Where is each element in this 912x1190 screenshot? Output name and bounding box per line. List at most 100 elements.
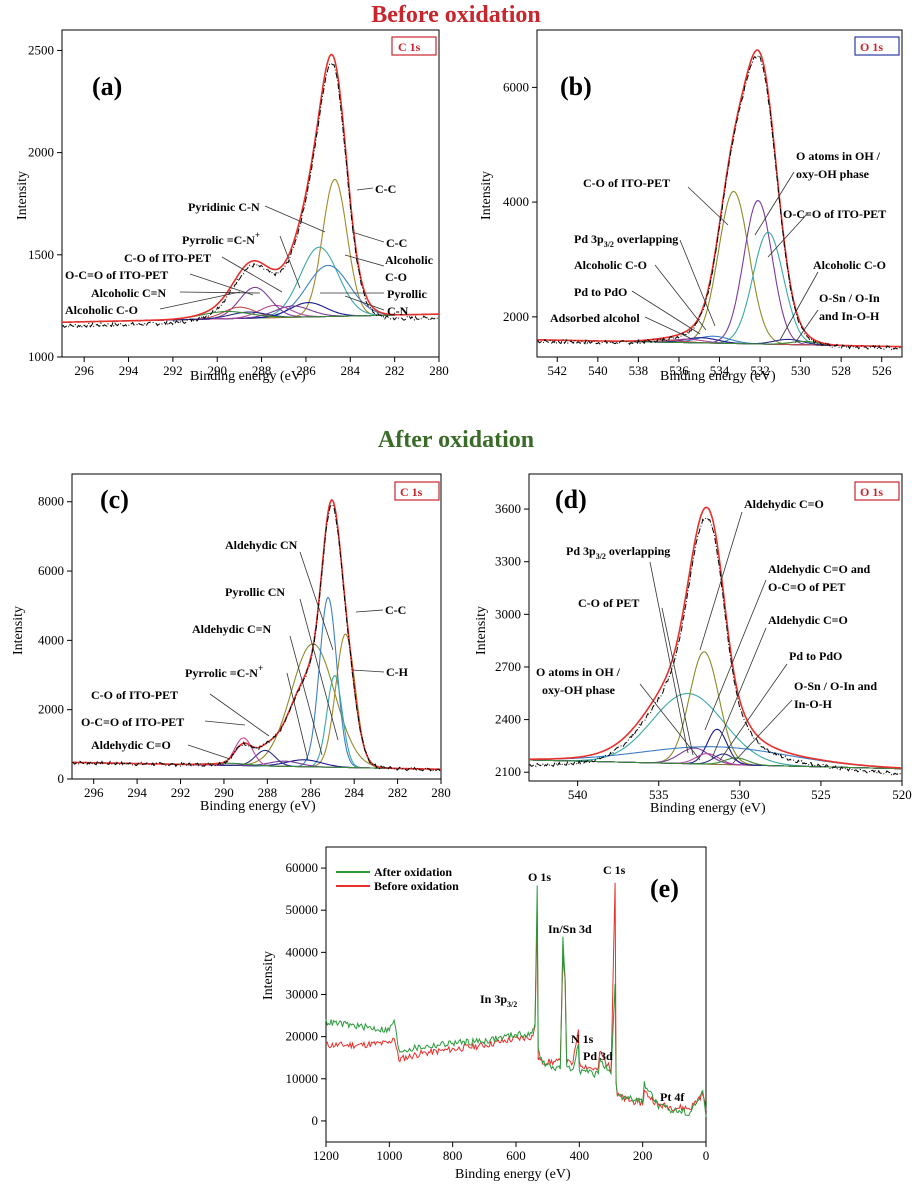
panel-e-xtick-label: 200 <box>633 1148 653 1163</box>
panel-d-xtick-label: 540 <box>568 787 588 802</box>
panel-d-components <box>528 651 903 770</box>
panel-d-envelope <box>528 506 903 776</box>
panel-a-label-co-itopet: C-O of ITO-PET <box>124 251 211 265</box>
panel-a-label-pyrollic: Pyrollic <box>387 287 427 301</box>
panel-d-ytick-label: 3600 <box>495 501 521 516</box>
panel-b-xtick-label: 528 <box>831 363 851 378</box>
panel-b-label-adsorbed: Adsorbed alcohol <box>550 311 640 325</box>
panel-b-xtick-label: 532 <box>750 363 770 378</box>
panel-d-experimental <box>528 517 903 776</box>
panel-d-label-aldehydic-co-2: Aldehydic C=O <box>768 613 848 627</box>
panel-b-xtick-label: 530 <box>791 363 811 378</box>
panel-a-tag: C 1s <box>398 40 421 54</box>
panel-e-xtick-label: 400 <box>570 1148 590 1163</box>
panel-e-ytick-label: 10000 <box>286 1071 319 1086</box>
panel-e-xlabel: Binding energy (eV) <box>455 1167 571 1182</box>
panel-b-label-co-itopet: C-O of ITO-PET <box>583 176 670 190</box>
panel-b-envelope <box>536 49 903 351</box>
panel-a-xtick-label: 284 <box>341 363 361 378</box>
panel-a-tag-box <box>391 36 437 56</box>
panel-e-ytick-label: 60000 <box>286 860 319 875</box>
panel-d-ytick-label: 2400 <box>495 712 521 727</box>
panel-c-tag: C 1s <box>400 485 423 499</box>
panel-b-ticks: 542 540 538 536 534 532 530 528 526 2000 4000 6000 <box>503 79 892 378</box>
panel-a-label-oco-itopet: O-C=O of ITO-PET <box>65 268 168 282</box>
panel-a-xtick-label: 296 <box>74 363 94 378</box>
panel-a-label-pyridinic: Pyridinic C-N <box>188 200 260 214</box>
panel-e-ytick-label: 20000 <box>286 1029 319 1044</box>
panel-e-letter: (e) <box>650 874 679 903</box>
panel-a-label-co: C-O <box>385 270 407 284</box>
panel-e-ytick-label: 0 <box>312 1113 319 1128</box>
panel-c-xtick-label: 286 <box>301 785 321 800</box>
panel-a: 296 294 292 290 288 286 284 282 280 1000 1500 2000 2… <box>15 29 449 384</box>
panel-a-label-cn: C-N <box>387 304 409 318</box>
panel-d-pointers <box>639 511 793 764</box>
panel-e-label-pd3d: Pd 3d <box>583 1049 613 1063</box>
panel-c-xtick-label: 284 <box>344 785 364 800</box>
panel-a-label-alcoholic-co: Alcoholic C-O <box>65 303 138 317</box>
panel-e-xtick-label: 800 <box>443 1148 463 1163</box>
panel-b-label-pd-pdo: Pd to PdO <box>574 285 627 299</box>
panel-e-label-in3p: In 3p3/2 <box>480 992 517 1009</box>
panel-e-series-0 <box>325 885 707 1117</box>
panel-d-xtick-label: 520 <box>892 787 912 802</box>
panel-b-letter: (b) <box>560 72 592 101</box>
panel-e-xtick-label: 600 <box>506 1148 526 1163</box>
panel-c-label-oco-itopet: O-C=O of ITO-PET <box>81 715 184 729</box>
panel-e-xtick-label: 1000 <box>376 1148 402 1163</box>
panel-c-label-co-itopet: C-O of ITO-PET <box>91 688 178 702</box>
panel-d-frame <box>528 473 903 782</box>
panel-c-tag-box <box>394 481 440 501</box>
panel-a-label-cc: C-C <box>375 182 396 196</box>
panel-d-xtick-label: 535 <box>649 787 669 802</box>
panel-d-ytick-label: 3000 <box>495 606 521 621</box>
panel-d-label-co-pet: C-O of PET <box>578 596 639 610</box>
panel-b-label-osn-1: O-Sn / O-In <box>819 291 880 305</box>
panel-a-ytick-label: 1500 <box>28 247 54 262</box>
panel-b-label-osn-2: and In-O-H <box>819 309 880 323</box>
panel-b-label-oco-itopet: O-C=O of ITO-PET <box>783 207 886 221</box>
panel-c-ylabel: Intensity <box>11 606 26 655</box>
panel-a-label-alcoholic: Alcoholic <box>385 253 434 267</box>
panel-b-tag-box <box>854 36 900 56</box>
panel-b-xtick-label: 540 <box>588 363 608 378</box>
panel-c-label-aldehydic-c-n: Aldehydic C=N <box>192 622 272 636</box>
panel-c-component-6 <box>72 749 441 770</box>
panel-c-pointers <box>187 551 385 761</box>
panel-d-label-pd-pdo: Pd to PdO <box>789 649 842 663</box>
panel-b-tag: O 1s <box>860 40 883 54</box>
panel-a-fit-envelope <box>61 53 439 324</box>
panel-c-ticks: 296 294 292 290 288 286 284 282 280 0 2000 4000 6000… <box>38 494 451 800</box>
panel-e-xtick-label: 1200 <box>313 1148 339 1163</box>
panel-c-xlabel: Binding energy (eV) <box>200 799 316 814</box>
panel-e-ytick-label: 30000 <box>286 987 319 1002</box>
panel-c-xtick-label: 294 <box>127 785 147 800</box>
panel-d-label-oh-2: oxy-OH phase <box>542 683 616 697</box>
panel-d-ylabel: Intensity <box>474 606 489 655</box>
panel-c-label-pyrollic-cn: Pyrollic CN <box>225 585 285 599</box>
panel-c-label-aldehydic-cn: Aldehydic CN <box>225 538 298 552</box>
panel-c-label-pyrrolic: Pyrrolic =C-N+ <box>185 663 263 680</box>
panel-c-label-ch: C-H <box>386 665 409 679</box>
panel-a-frame <box>61 29 440 358</box>
panel-d-xtick-label: 525 <box>811 787 831 802</box>
panel-b-xtick-label: 536 <box>669 363 689 378</box>
panel-d-label-oh-1: O atoms in OH / <box>536 665 621 679</box>
panel-b: 542 540 538 536 534 532 530 528 526200040006000 … <box>479 29 903 384</box>
panel-a-ytick-label: 2000 <box>28 145 54 160</box>
panel-c-ytick-label: 8000 <box>38 494 64 509</box>
panel-b-label-alcoholic-co: Alcoholic C-O <box>574 258 647 272</box>
panel-b-ytick-label: 2000 <box>503 309 529 324</box>
panel-c-label-aldehydic-co: Aldehydic C=O <box>91 738 171 752</box>
panel-d-xlabel: Binding energy (eV) <box>650 801 766 816</box>
panel-c-label-cc: C-C <box>385 603 406 617</box>
panel-d-ytick-label: 2700 <box>495 659 521 674</box>
panel-c-ytick-label: 6000 <box>38 563 64 578</box>
panel-e-xtick-label: 0 <box>703 1148 710 1163</box>
panel-d-xtick-label: 530 <box>730 787 750 802</box>
panel-d-label-aldehydic-co: Aldehydic C=O <box>744 497 824 511</box>
panel-e-series <box>325 882 707 1117</box>
panel-c-experimental <box>71 504 442 772</box>
panel-e-ylabel: Intensity <box>261 951 276 1000</box>
